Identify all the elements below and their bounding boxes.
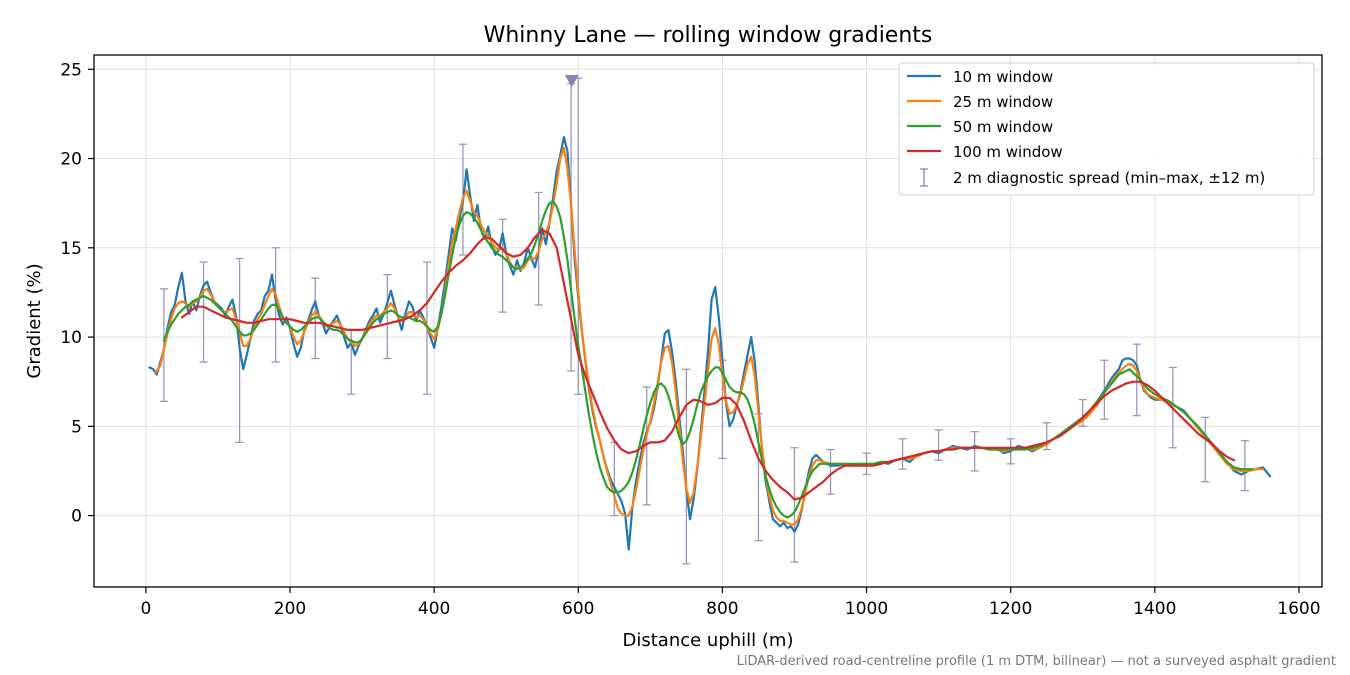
chart-title: Whinny Lane — rolling window gradients: [484, 23, 933, 48]
legend-label-100m: 100 m window: [953, 143, 1063, 161]
y-tick-label: 15: [60, 239, 82, 259]
x-tick-label: 0: [140, 599, 151, 619]
legend-box: [898, 62, 1315, 196]
spread-bar: [898, 438, 907, 470]
spread-bar: [1132, 343, 1141, 417]
y-tick-label: 0: [71, 507, 82, 527]
spread-bar: [199, 261, 208, 363]
x-tick-label: 600: [562, 599, 594, 619]
legend-label-50m: 50 m window: [953, 118, 1053, 136]
peak-marker: [564, 74, 579, 87]
spread-bar: [682, 368, 691, 565]
legend-label-10m: 10 m window: [953, 68, 1053, 86]
x-axis-label: Distance uphill (m): [623, 630, 794, 651]
x-tick-label: 400: [418, 599, 450, 619]
spread-bar: [826, 448, 835, 495]
y-tick-label: 20: [60, 150, 82, 170]
series-lines: [148, 136, 1272, 551]
x-tick-label: 200: [274, 599, 306, 619]
x-tick-label: 1600: [1277, 599, 1320, 619]
y-axis-label: Gradient (%): [24, 263, 45, 378]
footnote: LiDAR-derived road-centreline profile (1…: [737, 654, 1336, 669]
x-tick-label: 800: [706, 599, 738, 619]
legend-label-spread: 2 m diagnostic spread (min–max, ±12 m): [953, 169, 1265, 187]
peak-marker-triangle: [564, 74, 579, 87]
y-axis-ticks: 0 5 10 15 20 25: [60, 60, 94, 527]
x-axis-ticks: 0 200 400 600 800 1000 1200 1400 1600: [140, 587, 1321, 619]
spread-bar: [934, 429, 943, 461]
y-tick-label: 25: [60, 60, 82, 80]
spread-bar: [790, 447, 799, 563]
spread-bar: [383, 273, 392, 360]
x-tick-label: 1000: [845, 599, 888, 619]
x-tick-label: 1400: [1133, 599, 1176, 619]
x-tick-label: 1200: [989, 599, 1032, 619]
plot-frame: [93, 54, 1323, 588]
spread-bar: [642, 386, 651, 506]
y-tick-label: 10: [60, 328, 82, 348]
spread-bar: [1201, 416, 1210, 483]
series-line-3: [180, 228, 1236, 501]
y-tick-label: 5: [71, 417, 82, 437]
legend: 10 m window 25 m window 50 m window 100 …: [898, 62, 1315, 196]
spread-bar: [1240, 439, 1249, 492]
legend-swatch-spread: [920, 168, 928, 187]
spread-bar: [970, 431, 979, 472]
legend-label-25m: 25 m window: [953, 93, 1053, 111]
